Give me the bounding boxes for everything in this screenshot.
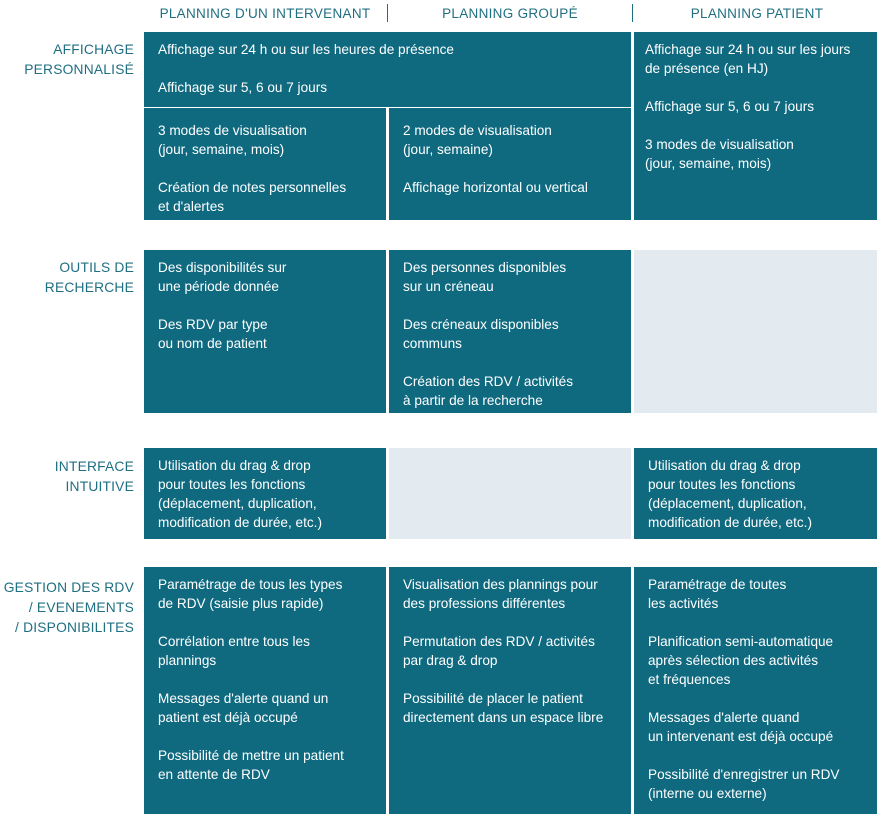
cell-item: 3 modes de visualisation (jour, semaine,… <box>158 123 307 157</box>
cell-item: Visualisation des plannings pour des pro… <box>403 577 598 611</box>
cell-item: Affichage sur 24 h ou sur les heures de … <box>158 42 454 57</box>
cell-outils-intervenant: Des disponibilités sur une période donné… <box>144 250 386 413</box>
cell-item: Affichage horizontal ou vertical <box>403 180 588 195</box>
cell-item: Possibilité de mettre un patient en atte… <box>158 748 344 782</box>
cell-item: Paramétrage de tous les types de RDV (sa… <box>158 577 343 611</box>
cell-item: Création des RDV / activités à partir de… <box>403 374 573 408</box>
row-header-interface: Interface intuitive <box>54 459 134 494</box>
cell-item: Des personnes disponibles sur un créneau <box>403 260 567 294</box>
cell-item: Des disponibilités sur une période donné… <box>158 260 287 294</box>
column-separator <box>632 4 633 22</box>
cell-affichage-patient: Affichage sur 24 h ou sur les jours de p… <box>634 32 877 220</box>
row-header-affichage: Affichage personnalisé <box>24 42 134 77</box>
cell-item: Permutation des RDV / activités par drag… <box>403 634 595 668</box>
cell-gestion-groupe: Visualisation des plannings pour des pro… <box>389 567 631 814</box>
cell-item: Des créneaux disponibles communs <box>403 317 559 351</box>
cell-item: Affichage sur 5, 6 ou 7 jours <box>645 99 815 114</box>
cell-item: Des RDV par type ou nom de patient <box>158 317 268 351</box>
cell-item: Corrélation entre tous les plannings <box>158 634 310 668</box>
cell-item: Utilisation du drag & drop pour toutes l… <box>158 458 322 530</box>
cell-item: Affichage sur 5, 6 ou 7 jours <box>158 80 328 95</box>
row-header-gestion: Gestion des RDV / evenements / disponibi… <box>3 580 134 635</box>
row-header-outils: Outils de recherche <box>44 260 134 295</box>
cell-affichage-groupe: 2 modes de visualisation (jour, semaine)… <box>389 108 631 220</box>
cell-interface-groupe-empty <box>389 448 631 539</box>
cell-item: Possibilité de placer le patient directe… <box>403 691 604 725</box>
cell-interface-intervenant: Utilisation du drag & drop pour toutes l… <box>144 448 386 539</box>
cell-item: Affichage sur 24 h ou sur les jours de p… <box>645 42 851 76</box>
cell-gestion-patient: Paramétrage de toutes les activités Plan… <box>634 567 877 814</box>
column-header-groupe: Planning groupé <box>442 6 578 21</box>
cell-item: 2 modes de visualisation (jour, semaine) <box>403 123 552 157</box>
cell-interface-patient: Utilisation du drag & drop pour toutes l… <box>634 448 877 539</box>
cell-item: Possibilité d'enregistrer un RDV (intern… <box>648 767 840 801</box>
cell-item: Planification semi-automatique après sél… <box>648 634 834 687</box>
cell-affichage-combined: Affichage sur 24 h ou sur les heures de … <box>144 32 631 107</box>
cell-item: 3 modes de visualisation (jour, semaine,… <box>645 137 794 171</box>
cell-item: Messages d'alerte quand un intervenant e… <box>648 710 834 744</box>
column-separator <box>387 4 388 22</box>
cell-gestion-intervenant: Paramétrage de tous les types de RDV (sa… <box>144 567 386 814</box>
column-header-patient: Planning patient <box>690 6 824 21</box>
cell-item: Messages d'alerte quand un patient est d… <box>158 691 329 725</box>
cell-outils-patient-empty <box>634 250 877 413</box>
cell-item: Création de notes personnelles et d'aler… <box>158 180 347 214</box>
column-header-intervenant: Planning d'un intervenant <box>159 6 371 21</box>
cell-outils-groupe: Des personnes disponibles sur un créneau… <box>389 250 631 413</box>
cell-item: Paramétrage de toutes les activités <box>648 577 787 611</box>
cell-affichage-intervenant: 3 modes de visualisation (jour, semaine,… <box>144 108 386 220</box>
cell-item: Utilisation du drag & drop pour toutes l… <box>648 458 812 530</box>
